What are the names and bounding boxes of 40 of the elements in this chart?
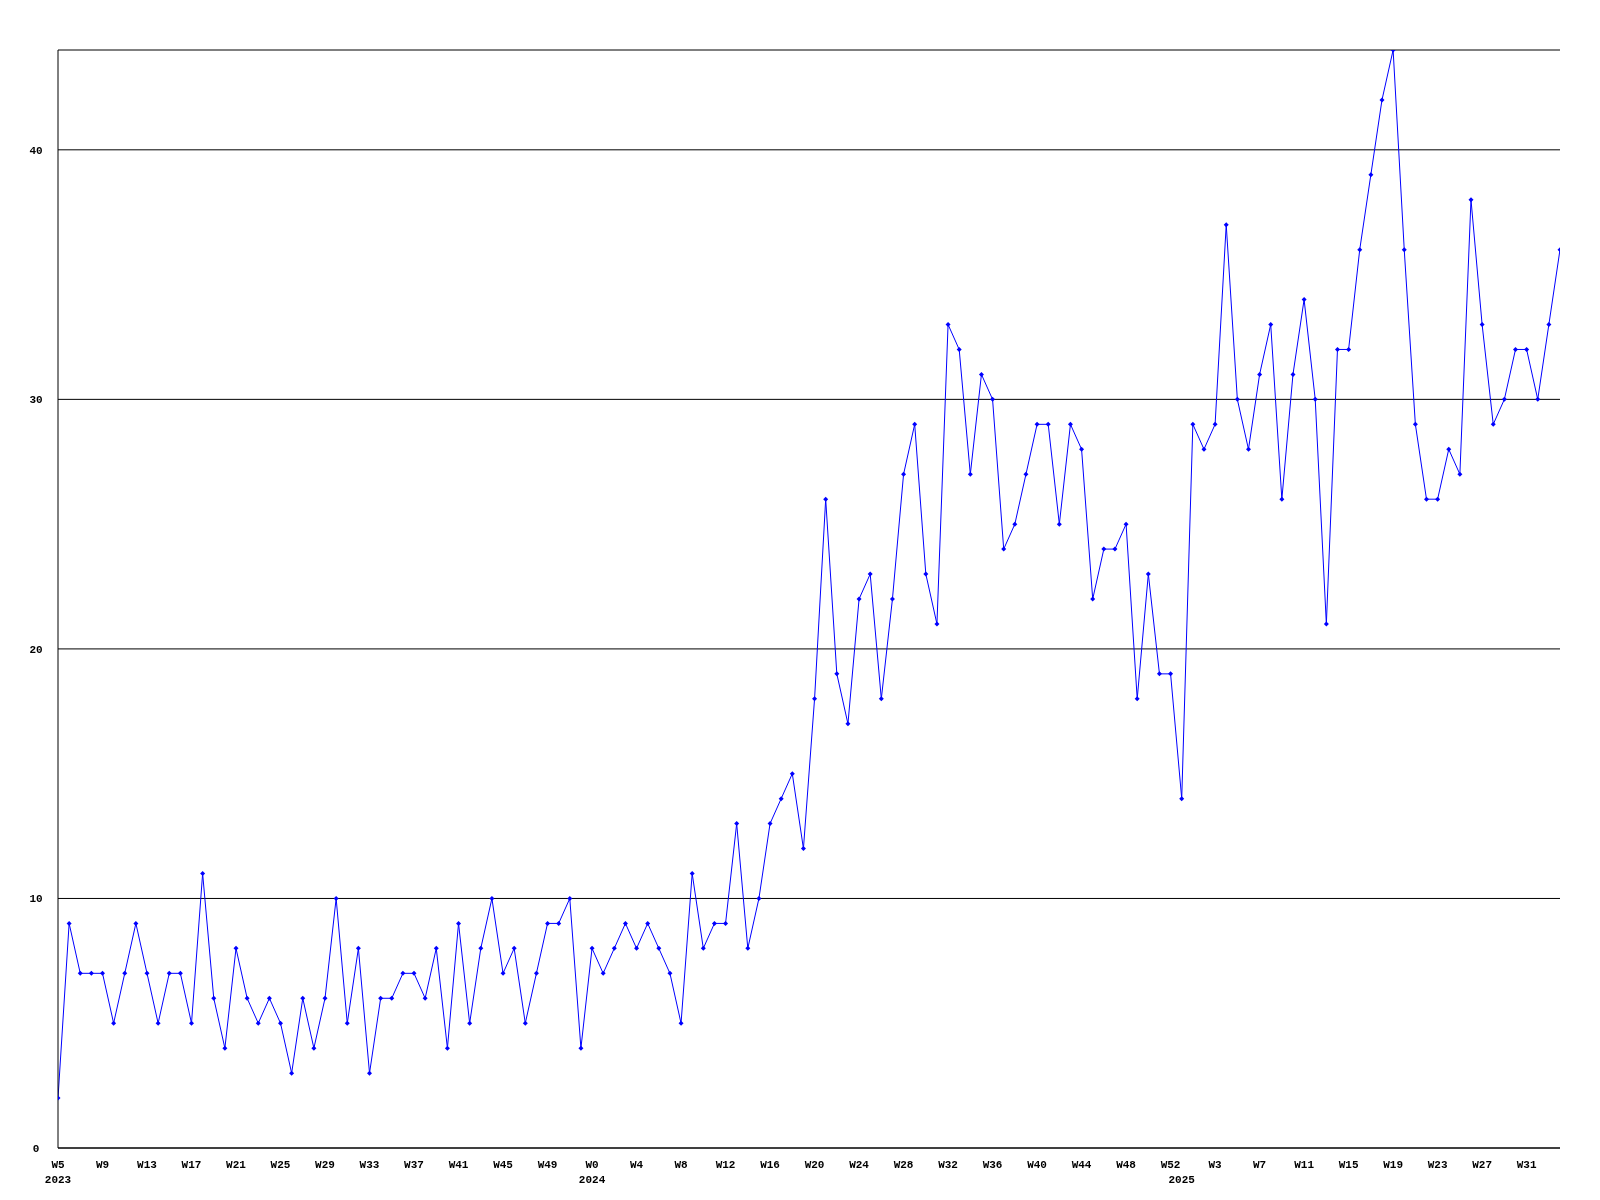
x-tick-label: W32 bbox=[938, 1159, 958, 1171]
x-tick-label: W17 bbox=[181, 1159, 202, 1171]
y-tick-label: 30 bbox=[29, 394, 43, 407]
x-tick-label: W5 2023 bbox=[44, 1159, 72, 1186]
x-tick-label: W15 bbox=[1338, 1159, 1359, 1171]
x-tick-label: W31 bbox=[1516, 1159, 1537, 1171]
x-tick-label: W36 bbox=[982, 1159, 1003, 1171]
x-tick-label: W16 bbox=[760, 1159, 780, 1171]
x-tick-label: W9 bbox=[95, 1159, 110, 1171]
x-tick-label: W24 bbox=[849, 1159, 870, 1171]
x-tick-label: W33 bbox=[359, 1159, 380, 1171]
x-tick-label: W29 bbox=[315, 1159, 335, 1171]
x-tick-label: W0 2024 bbox=[578, 1159, 606, 1186]
y-tick-label: 0 bbox=[32, 1142, 40, 1155]
x-tick-label: W19 bbox=[1383, 1159, 1404, 1171]
x-tick-label: W48 bbox=[1116, 1159, 1137, 1171]
x-tick-label: W4 bbox=[629, 1159, 644, 1171]
x-tick-label: W37 bbox=[404, 1159, 424, 1171]
x-tick-label: W20 bbox=[804, 1159, 825, 1171]
y-tick-label: 10 bbox=[29, 893, 43, 906]
x-tick-label: W49 bbox=[537, 1159, 558, 1171]
x-tick-label: W28 bbox=[893, 1159, 914, 1171]
x-tick-label: W40 bbox=[1027, 1159, 1047, 1171]
x-tick-label: W3 bbox=[1208, 1159, 1223, 1171]
y-tick-label: 40 bbox=[29, 144, 43, 157]
x-tick-label: W23 bbox=[1427, 1159, 1448, 1171]
x-tick-label: W12 bbox=[715, 1159, 736, 1171]
x-tick-label: W11 bbox=[1294, 1159, 1315, 1171]
y-tick-label: 20 bbox=[29, 643, 43, 656]
x-tick-label: W8 bbox=[674, 1159, 689, 1171]
x-tick-label: W45 bbox=[493, 1159, 514, 1171]
x-tick-label: W44 bbox=[1071, 1159, 1092, 1171]
x-tick-label: W25 bbox=[270, 1159, 291, 1171]
x-tick-label: W13 bbox=[137, 1159, 158, 1171]
x-tick-label: 2025 bbox=[1168, 1174, 1196, 1186]
x-tick-label: W21 bbox=[226, 1159, 247, 1171]
x-tick-label: W27 bbox=[1472, 1159, 1493, 1171]
x-tick-label: W41 bbox=[448, 1159, 469, 1171]
x-tick-label: W52 bbox=[1160, 1159, 1181, 1171]
x-tick-label: W7 bbox=[1253, 1159, 1267, 1171]
